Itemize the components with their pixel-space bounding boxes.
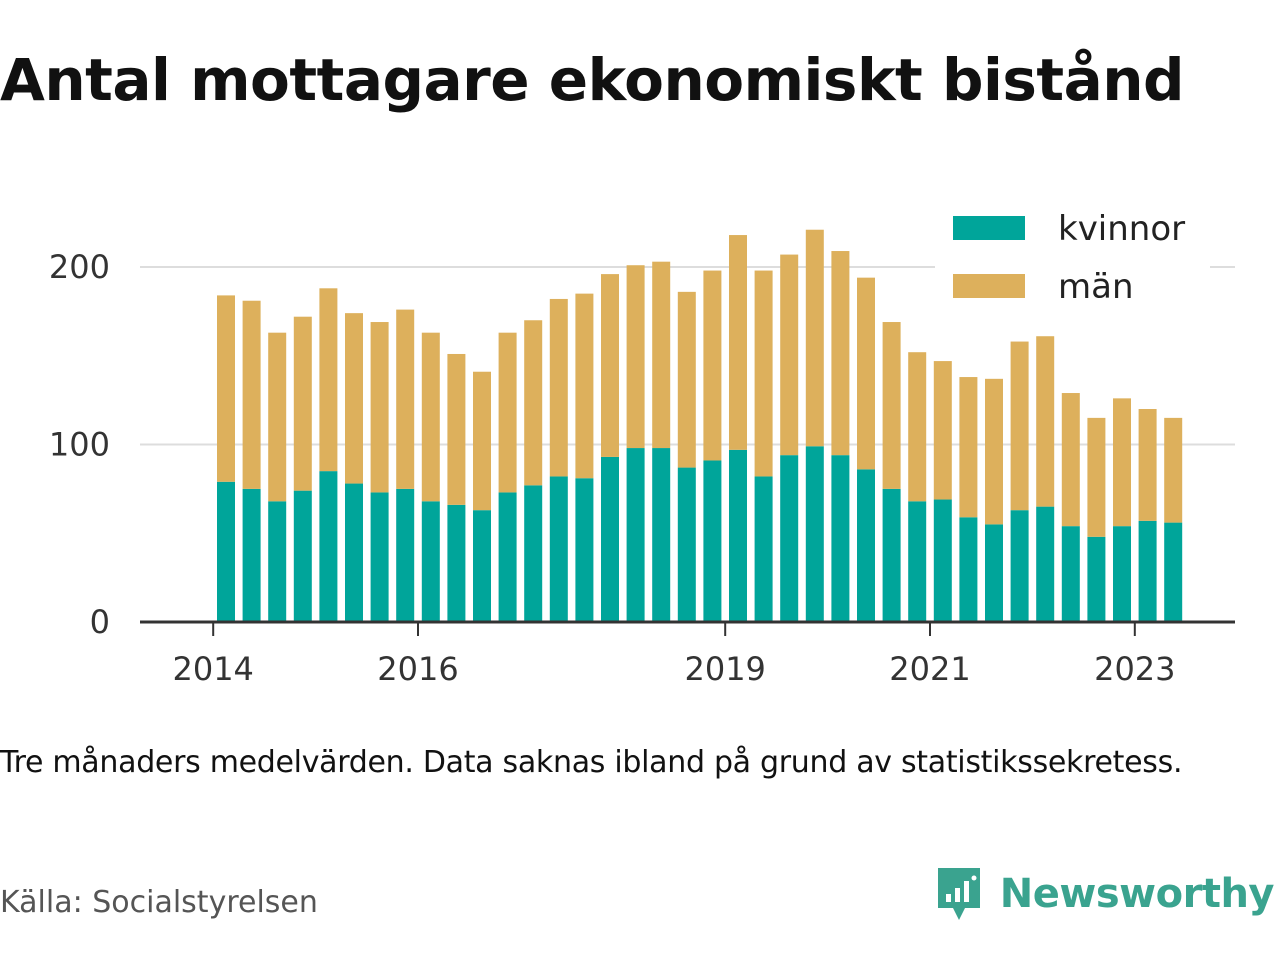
bar-kvinnor-6 — [370, 492, 389, 622]
bar-layer — [217, 229, 1183, 622]
bar-man-10 — [473, 371, 491, 511]
bar-kvinnor-17 — [652, 448, 671, 622]
bar-kvinnor-36 — [1138, 520, 1157, 622]
bar-man-17 — [652, 261, 671, 449]
brand-name: Newsworthy — [999, 871, 1275, 917]
bar-man-33 — [1061, 393, 1080, 527]
bar-man-36 — [1138, 409, 1157, 521]
legend-swatch-man — [953, 274, 1025, 298]
chart-title: Antal mottagare ekonomiskt bistånd — [0, 46, 1185, 114]
bar-man-4 — [319, 288, 338, 472]
legend: kvinnor män — [935, 200, 1210, 315]
y-tick-label: 200 — [49, 248, 110, 286]
bar-kvinnor-16 — [626, 448, 645, 622]
bar-kvinnor-31 — [1010, 510, 1029, 622]
bar-kvinnor-19 — [703, 460, 722, 622]
bar-man-31 — [1010, 341, 1029, 511]
bar-man-23 — [805, 229, 824, 447]
bar-kvinnor-9 — [447, 504, 466, 622]
bar-man-19 — [703, 270, 722, 461]
bar-kvinnor-37 — [1164, 522, 1183, 622]
bar-man-2 — [268, 332, 287, 502]
bar-man-0 — [217, 295, 235, 482]
bar-kvinnor-30 — [985, 524, 1003, 622]
x-tick-label: 2021 — [889, 650, 970, 688]
bar-man-32 — [1036, 336, 1055, 507]
bar-man-28 — [933, 361, 952, 500]
bar-man-22 — [780, 254, 799, 456]
bar-man-27 — [908, 352, 927, 502]
bar-kvinnor-3 — [293, 490, 312, 622]
bar-man-1 — [242, 300, 261, 489]
bar-man-29 — [959, 377, 978, 518]
bar-man-26 — [882, 322, 901, 489]
bar-kvinnor-0 — [217, 481, 235, 622]
newsworthy-logo-icon — [937, 868, 980, 920]
bar-kvinnor-13 — [549, 476, 568, 622]
bar-man-20 — [729, 235, 747, 450]
bar-kvinnor-33 — [1061, 526, 1080, 622]
x-tick-label: 2014 — [172, 650, 253, 688]
bar-kvinnor-2 — [268, 501, 287, 622]
bar-kvinnor-34 — [1087, 536, 1106, 622]
y-tick-label: 0 — [90, 603, 110, 641]
bar-man-9 — [447, 353, 466, 505]
source-text: Källa: Socialstyrelsen — [0, 885, 318, 920]
bar-kvinnor-15 — [601, 456, 619, 622]
legend-label: kvinnor — [1058, 209, 1185, 249]
bar-man-21 — [754, 270, 773, 477]
bar-kvinnor-5 — [345, 483, 363, 622]
bar-kvinnor-12 — [524, 485, 543, 622]
bar-kvinnor-11 — [498, 492, 517, 622]
bar-man-11 — [498, 332, 517, 493]
bar-kvinnor-14 — [575, 478, 594, 622]
x-tick-label: 2016 — [377, 650, 458, 688]
bar-kvinnor-25 — [857, 469, 875, 622]
bar-man-35 — [1113, 398, 1131, 527]
axes: 0 100 200 2014 2016 2019 2021 2023 — [49, 248, 1235, 688]
bar-man-30 — [985, 378, 1003, 525]
legend-label: män — [1058, 267, 1134, 307]
x-tick-label: 2019 — [684, 650, 765, 688]
bar-kvinnor-1 — [242, 488, 261, 622]
legend-swatch-kvinnor — [953, 216, 1025, 240]
bar-kvinnor-23 — [805, 446, 824, 622]
bar-man-7 — [396, 309, 415, 489]
stacked-bar-chart: 0 100 200 2014 2016 2019 2021 2023 kvinnor män — [49, 200, 1235, 688]
bar-kvinnor-32 — [1036, 506, 1055, 622]
bar-man-18 — [677, 291, 696, 468]
bar-man-34 — [1087, 417, 1106, 537]
bar-kvinnor-29 — [959, 517, 978, 622]
bar-man-3 — [293, 316, 312, 491]
bar-man-15 — [601, 274, 619, 457]
bar-kvinnor-18 — [677, 467, 696, 622]
bar-man-24 — [831, 251, 850, 456]
bar-man-16 — [626, 265, 645, 449]
bar-man-25 — [857, 277, 875, 470]
bar-kvinnor-20 — [729, 449, 747, 622]
bar-man-37 — [1164, 417, 1183, 523]
bar-kvinnor-28 — [933, 499, 952, 622]
bar-man-8 — [421, 332, 440, 502]
bar-kvinnor-35 — [1113, 526, 1131, 622]
bar-man-6 — [370, 322, 389, 493]
bar-kvinnor-21 — [754, 476, 773, 622]
bar-kvinnor-10 — [473, 510, 491, 622]
bar-kvinnor-8 — [421, 501, 440, 622]
brand-logo: Newsworthy — [934, 862, 1275, 926]
bar-kvinnor-4 — [319, 471, 338, 622]
bar-man-12 — [524, 320, 543, 486]
chart-note: Tre månaders medelvärden. Data saknas ib… — [0, 745, 1183, 780]
bar-man-14 — [575, 293, 594, 479]
bar-kvinnor-24 — [831, 455, 850, 622]
bar-man-13 — [549, 298, 568, 477]
bar-kvinnor-26 — [882, 488, 901, 622]
bar-kvinnor-7 — [396, 488, 415, 622]
x-tick-label: 2023 — [1094, 650, 1175, 688]
bar-kvinnor-27 — [908, 501, 927, 622]
bar-man-5 — [345, 313, 363, 484]
bar-kvinnor-22 — [780, 455, 799, 622]
y-tick-label: 100 — [49, 426, 110, 464]
